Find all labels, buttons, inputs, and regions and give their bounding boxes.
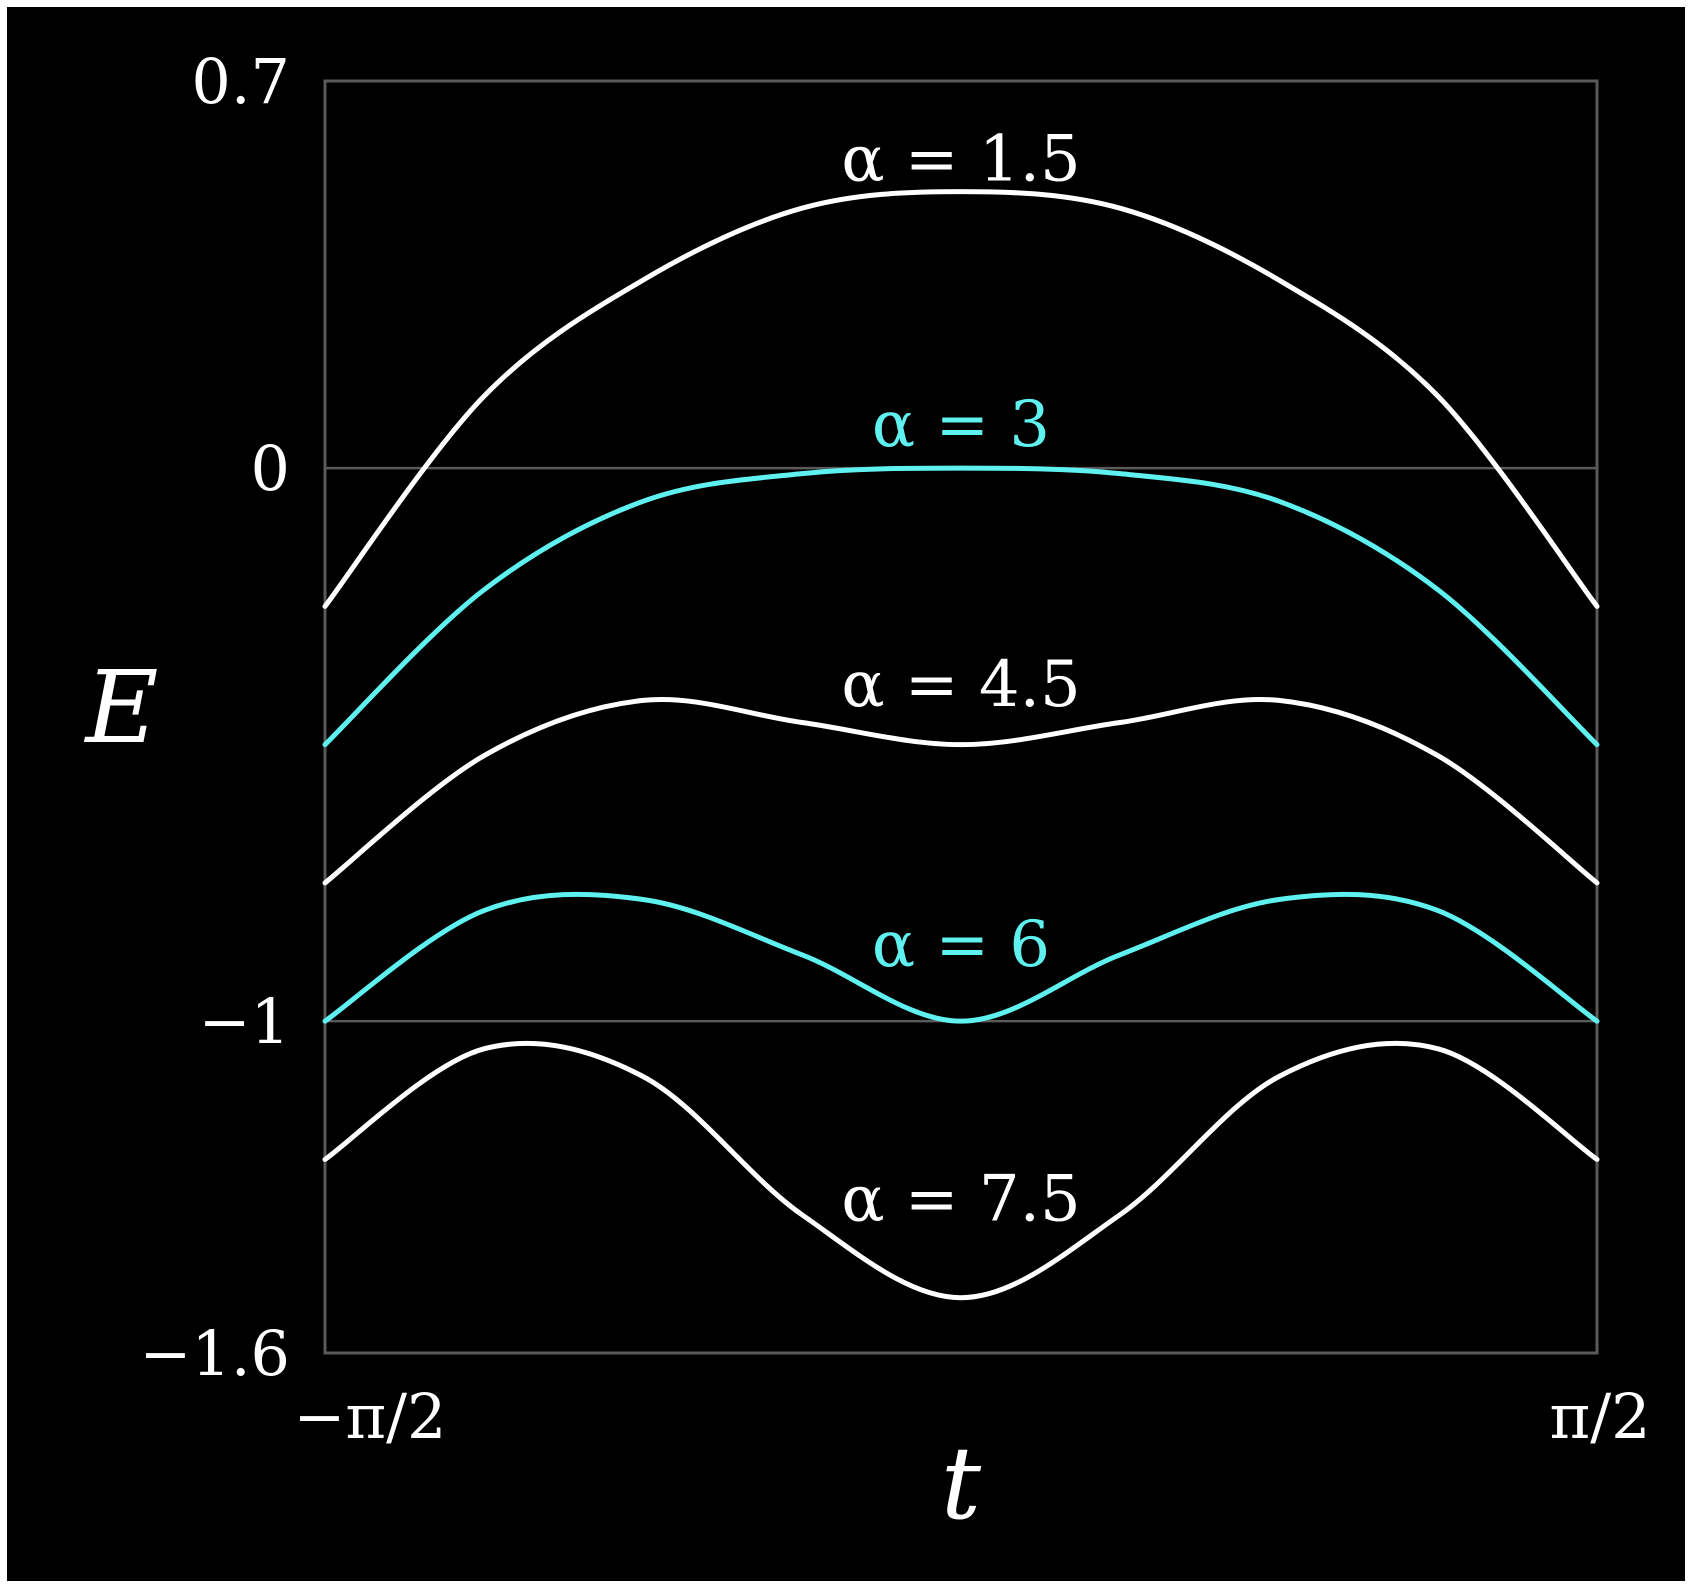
y-tick-label: 0.7 (191, 45, 290, 118)
x-tick-labels: −π/2 π/2 (293, 1380, 1650, 1453)
series-line-alpha-1-5 (322, 189, 1600, 609)
series-line-alpha-4-5 (322, 697, 1600, 886)
series-label-alpha-6: α = 6 (872, 908, 1050, 982)
series-label-alpha-3: α = 3 (872, 388, 1050, 462)
curves (322, 189, 1600, 1301)
series-label-alpha-7-5: α = 7.5 (841, 1162, 1080, 1236)
series-line-alpha-3 (322, 465, 1600, 748)
series-line-alpha-7-5 (322, 1040, 1600, 1301)
y-axis-label: E (84, 649, 159, 766)
x-tick-label: −π/2 (293, 1380, 446, 1453)
y-tick-label: −1 (199, 985, 290, 1058)
x-tick-label: π/2 (1549, 1380, 1650, 1453)
series-line-alpha-6 (322, 891, 1600, 1024)
y-tick-labels: 0.7 0 −1 −1.6 (139, 45, 290, 1390)
y-tick-label: 0 (251, 432, 290, 505)
curve-labels: α = 1.5 α = 3 α = 4.5 α = 6 α = 7.5 (841, 123, 1080, 1237)
plot-frame (323, 79, 1599, 1355)
y-tick-label: −1.6 (139, 1317, 290, 1390)
x-axis-label: t (941, 1425, 982, 1542)
series-label-alpha-4-5: α = 4.5 (841, 648, 1080, 722)
series-label-alpha-1-5: α = 1.5 (841, 123, 1080, 197)
chart-background (7, 7, 1685, 1581)
